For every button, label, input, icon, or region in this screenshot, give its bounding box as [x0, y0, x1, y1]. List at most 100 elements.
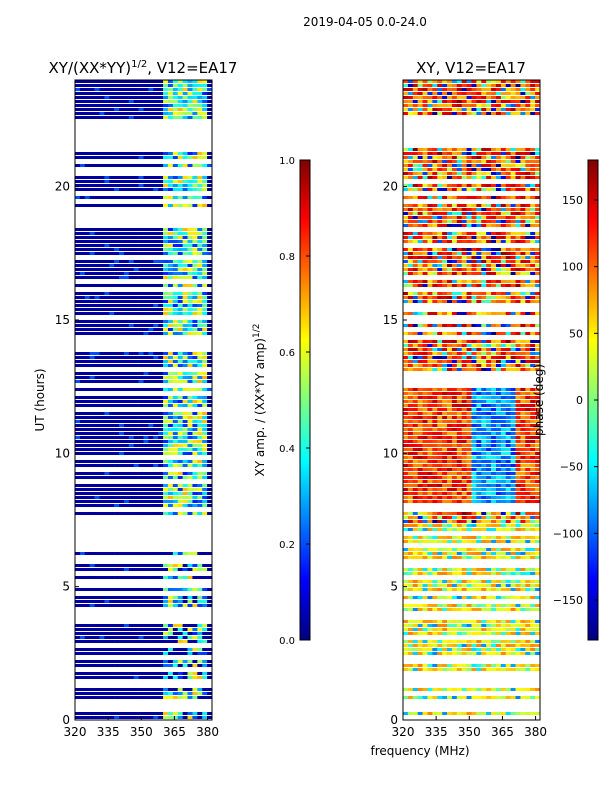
- heatmap-cell: [197, 184, 203, 187]
- heatmap-cell: [153, 660, 159, 663]
- heatmap-cell: [500, 416, 507, 419]
- heatmap-cell: [202, 500, 208, 503]
- heatmap-cell: [495, 232, 502, 235]
- heatmap-cell: [505, 240, 511, 243]
- heatmap-cell: [466, 492, 472, 495]
- heatmap-cell: [109, 232, 115, 235]
- heatmap-cell: [456, 324, 463, 327]
- heatmap-cell: [417, 172, 423, 175]
- heatmap-cell: [515, 396, 521, 399]
- heatmap-cell: [442, 152, 448, 155]
- heatmap-cell: [94, 300, 100, 303]
- heatmap-cell: [158, 484, 164, 487]
- heatmap-cell: [163, 92, 169, 95]
- heatmap-cell: [109, 576, 115, 579]
- heatmap-cell: [447, 356, 453, 359]
- heatmap-cell: [133, 328, 139, 331]
- heatmap-cell: [515, 284, 521, 287]
- heatmap-cell: [177, 604, 183, 607]
- heatmap-cell: [143, 676, 149, 679]
- heatmap-cell: [481, 176, 487, 179]
- heatmap-cell: [192, 276, 198, 279]
- heatmap-cell: [407, 212, 414, 215]
- heatmap-cell: [109, 260, 115, 263]
- heatmap-cell: [143, 396, 149, 399]
- heatmap-cell: [187, 228, 193, 231]
- heatmap-cell: [163, 244, 169, 247]
- heatmap-cell: [207, 352, 212, 355]
- heatmap-cell: [427, 400, 433, 403]
- heatmap-cell: [407, 476, 414, 479]
- heatmap-cell: [505, 176, 511, 179]
- heatmap-cell: [187, 420, 193, 423]
- heatmap-cell: [163, 564, 169, 567]
- heatmap-cell: [153, 596, 159, 599]
- heatmap-cell: [530, 296, 536, 299]
- heatmap-cell: [451, 492, 458, 495]
- heatmap-cell: [187, 416, 193, 419]
- heatmap-cell: [99, 492, 105, 495]
- heatmap-cell: [182, 196, 188, 199]
- heatmap-cell: [432, 420, 438, 423]
- heatmap-cell: [466, 152, 472, 155]
- heatmap-cell: [525, 80, 531, 83]
- heatmap-cell: [525, 284, 531, 287]
- heatmap-cell: [138, 104, 144, 107]
- heatmap-cell: [520, 268, 526, 271]
- heatmap-cell: [172, 460, 179, 463]
- heatmap-cell: [481, 472, 487, 475]
- heatmap-cell: [202, 660, 208, 663]
- heatmap-cell: [476, 440, 482, 443]
- heatmap-cell: [461, 396, 467, 399]
- heatmap-cell: [471, 176, 477, 179]
- heatmap-cell: [447, 148, 453, 151]
- heatmap-cell: [128, 640, 135, 643]
- heatmap-cell: [451, 472, 458, 475]
- heatmap-cell: [456, 96, 463, 99]
- heatmap-cell: [442, 292, 448, 295]
- heatmap-cell: [510, 420, 516, 423]
- heatmap-cell: [104, 108, 110, 111]
- heatmap-cell: [167, 464, 174, 467]
- heatmap-cell: [143, 176, 149, 179]
- heatmap-cell: [197, 264, 203, 267]
- heatmap-cell: [520, 428, 526, 431]
- heatmap-cell: [486, 184, 492, 187]
- heatmap-cell: [172, 232, 179, 235]
- heatmap-cell: [481, 452, 487, 455]
- heatmap-cell: [461, 364, 467, 367]
- heatmap-cell: [75, 196, 81, 199]
- heatmap-cell: [481, 468, 487, 471]
- heatmap-cell: [84, 652, 90, 655]
- heatmap-cell: [128, 428, 135, 431]
- heatmap-cell: [84, 696, 90, 699]
- heatmap-cell: [442, 360, 448, 363]
- heatmap-cell: [495, 404, 502, 407]
- heatmap-cell: [427, 332, 433, 335]
- heatmap-cell: [525, 344, 531, 347]
- heatmap-cell: [202, 88, 208, 91]
- heatmap-cell: [104, 504, 110, 507]
- heatmap-cell: [197, 688, 203, 691]
- heatmap-cell: [163, 576, 169, 579]
- heatmap-cell: [75, 472, 81, 475]
- heatmap-cell: [167, 372, 174, 375]
- heatmap-cell: [481, 396, 487, 399]
- heatmap-cell: [481, 296, 487, 299]
- heatmap-cell: [466, 240, 472, 243]
- heatmap-cell: [79, 464, 86, 467]
- heatmap-cell: [167, 276, 174, 279]
- heatmap-cell: [491, 88, 497, 91]
- heatmap-cell: [172, 312, 179, 315]
- heatmap-cell: [99, 428, 105, 431]
- heatmap-cell: [148, 264, 154, 267]
- heatmap-cell: [167, 308, 174, 311]
- heatmap-cell: [427, 460, 433, 463]
- heatmap-cell: [133, 356, 139, 359]
- heatmap-cell: [412, 224, 418, 227]
- heatmap-cell: [520, 432, 526, 435]
- heatmap-cell: [432, 436, 438, 439]
- heatmap-cell: [442, 156, 448, 159]
- heatmap-cell: [143, 264, 149, 267]
- heatmap-cell: [447, 252, 453, 255]
